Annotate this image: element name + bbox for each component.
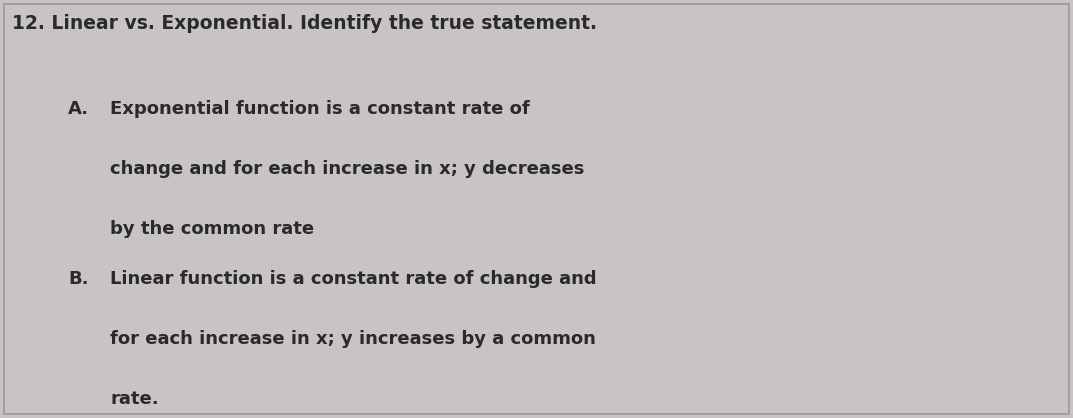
Text: Exponential function is a constant rate of: Exponential function is a constant rate … (111, 100, 530, 118)
Text: B.: B. (68, 270, 88, 288)
Text: change and for each increase in x; y decreases: change and for each increase in x; y dec… (111, 160, 585, 178)
Text: Linear function is a constant rate of change and: Linear function is a constant rate of ch… (111, 270, 597, 288)
FancyBboxPatch shape (4, 4, 1069, 414)
Text: rate.: rate. (111, 390, 159, 408)
Text: 12. Linear vs. Exponential. Identify the true statement.: 12. Linear vs. Exponential. Identify the… (12, 14, 597, 33)
Text: A.: A. (68, 100, 89, 118)
Text: for each increase in x; y increases by a common: for each increase in x; y increases by a… (111, 330, 596, 348)
Text: by the common rate: by the common rate (111, 220, 314, 238)
